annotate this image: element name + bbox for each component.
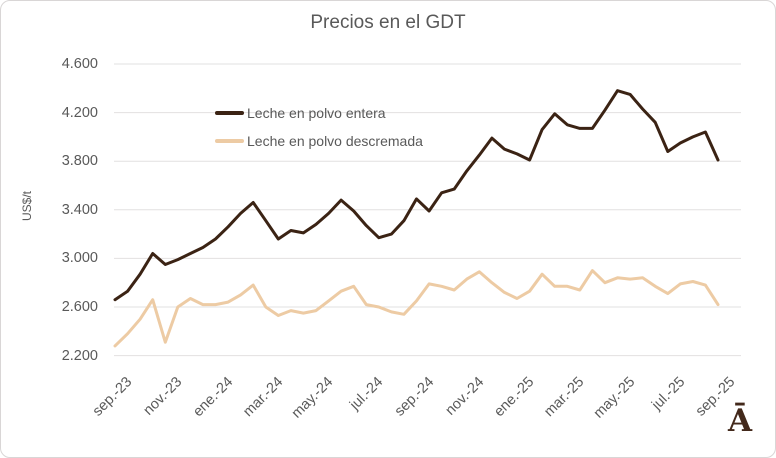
legend-label-descremada: Leche en polvo descremada [247, 133, 423, 149]
legend-swatch-descremada-icon [215, 139, 244, 143]
y-tick-label: 3.000 [61, 250, 98, 267]
legend: Leche en polvo entera Leche en polvo des… [215, 105, 423, 149]
y-tick-label: 2.600 [61, 299, 98, 315]
legend-label-entera: Leche en polvo entera [247, 105, 386, 121]
y-tick-label: 3.800 [61, 153, 98, 170]
series-line-descremada [113, 269, 720, 348]
chart-title: Precios en el GDT [310, 12, 466, 33]
series-line-entera [113, 89, 720, 302]
legend-swatch-entera-icon [215, 111, 244, 115]
legend-entry-entera: Leche en polvo entera [215, 105, 423, 121]
legend-entry-descremada: Leche en polvo descremada [215, 133, 423, 149]
y-tick-label: 2.200 [61, 347, 98, 364]
y-tick-label: 4.200 [61, 104, 98, 121]
y-tick-label: 4.600 [61, 56, 98, 72]
y-tick-label: 3.400 [61, 201, 98, 218]
brand-logo: Ā [728, 403, 753, 439]
